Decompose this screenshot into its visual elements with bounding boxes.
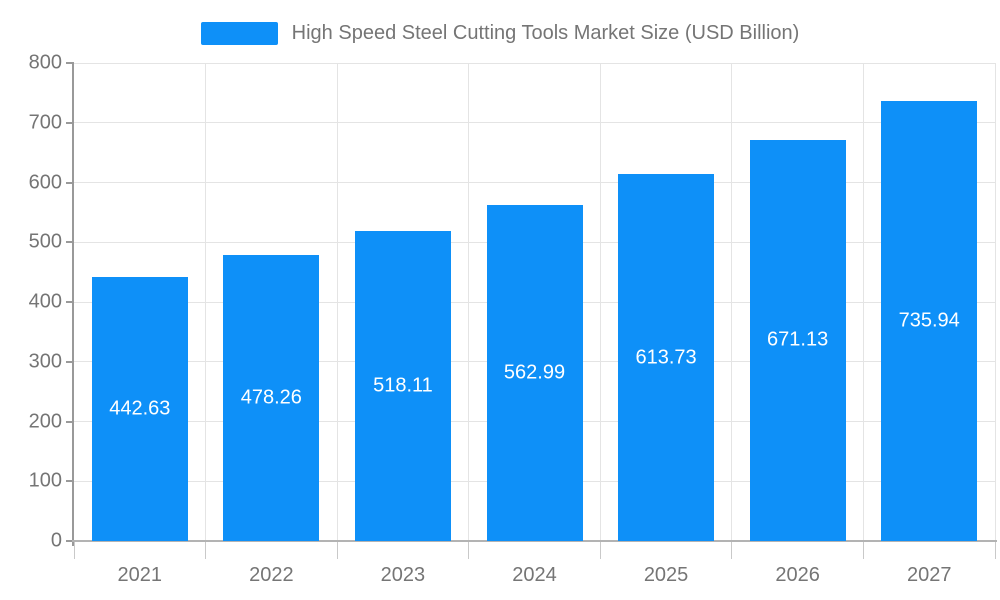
y-axis-line <box>72 63 74 546</box>
y-axis-tick-label: 100 <box>28 469 62 492</box>
bar-2023[interactable] <box>354 231 451 541</box>
bar-value-label: 735.94 <box>898 309 960 332</box>
y-axis-tick-label: 600 <box>28 171 62 193</box>
y-axis-tick-label: 200 <box>28 410 62 432</box>
bar-2027[interactable] <box>881 101 978 541</box>
x-axis-tick <box>73 542 75 559</box>
x-axis-tick <box>862 542 864 559</box>
x-axis-tick-label: 2022 <box>249 564 294 586</box>
y-axis-tick <box>66 181 74 184</box>
bar-value-label: 478.26 <box>240 386 302 409</box>
x-axis-tick <box>336 542 338 559</box>
legend-label: High Speed Steel Cutting Tools Market Si… <box>291 21 800 44</box>
y-axis-tick-label: 0 <box>50 529 62 552</box>
y-axis-tick-label: 500 <box>28 230 62 253</box>
v-gridline <box>336 63 338 541</box>
x-axis-tick-label: 2023 <box>380 564 426 586</box>
x-axis-tick-label: 2024 <box>512 564 557 586</box>
bar-2021[interactable] <box>91 276 188 541</box>
bar-value-label: 613.73 <box>635 346 697 369</box>
y-axis-tick-label: 800 <box>28 51 62 74</box>
bar-2025[interactable] <box>618 174 715 541</box>
y-axis-tick <box>66 360 74 363</box>
x-axis-tick-label: 2026 <box>775 564 820 586</box>
y-axis-tick <box>66 301 74 303</box>
bar-value-label: 442.63 <box>109 397 171 420</box>
bar-2026[interactable] <box>749 139 846 541</box>
x-axis-tick-label: 2021 <box>117 564 163 586</box>
y-axis-tick <box>66 62 74 64</box>
v-gridline <box>994 63 996 541</box>
y-axis-tick <box>66 241 74 244</box>
y-axis-tick-label: 300 <box>28 350 62 373</box>
y-axis-tick <box>66 121 74 124</box>
x-axis-tick-label: 2027 <box>906 564 952 586</box>
x-axis-tick <box>731 542 733 559</box>
v-gridline <box>468 63 470 541</box>
bar-2024[interactable] <box>486 204 583 541</box>
legend-swatch <box>200 21 278 45</box>
x-axis-tick <box>468 542 470 559</box>
v-gridline <box>599 63 601 541</box>
h-gridline <box>74 182 995 183</box>
h-gridline <box>74 62 995 64</box>
bar-value-label: 518.11 <box>373 374 433 397</box>
y-axis-tick-label: 700 <box>28 111 62 134</box>
x-axis-tick-label: 2025 <box>643 564 689 586</box>
y-axis-tick <box>66 420 74 423</box>
x-axis-tick <box>205 542 207 559</box>
bar-value-label: 671.13 <box>767 328 829 351</box>
x-axis-line <box>72 540 997 542</box>
bar-value-label: 562.99 <box>503 361 566 384</box>
v-gridline <box>731 63 733 541</box>
h-gridline <box>74 122 995 124</box>
legend-item[interactable]: High Speed Steel Cutting Tools Market Si… <box>0 18 1000 48</box>
bar-2022[interactable] <box>223 255 320 541</box>
x-axis-tick <box>599 542 601 559</box>
y-axis-tick <box>66 540 74 542</box>
v-gridline <box>205 63 207 541</box>
v-gridline <box>862 63 864 541</box>
x-axis-tick <box>994 542 996 559</box>
y-axis-tick-label: 400 <box>28 290 62 313</box>
y-axis-tick <box>66 480 74 483</box>
